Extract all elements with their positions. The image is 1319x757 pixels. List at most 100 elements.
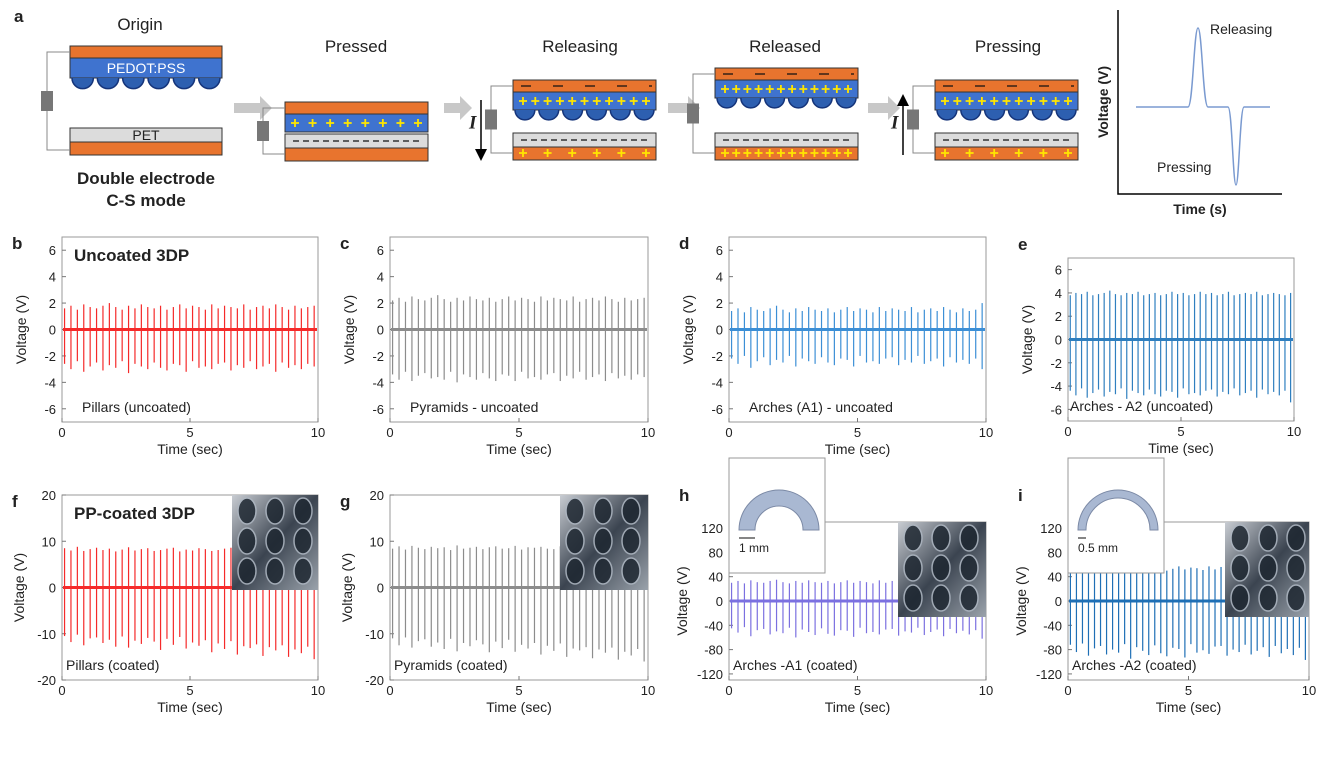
x-axis-label: Time (sec) bbox=[157, 699, 223, 715]
arch-bump bbox=[72, 78, 93, 89]
page: aOriginPEDOT:PSSPETDouble electrodeC-S m… bbox=[0, 0, 1319, 757]
load bbox=[485, 110, 497, 130]
photo-feature bbox=[960, 525, 978, 551]
panel-label: g bbox=[340, 492, 350, 511]
load bbox=[257, 121, 269, 141]
current-label: I bbox=[468, 113, 477, 134]
photo-feature bbox=[1287, 555, 1305, 581]
arch-bump bbox=[148, 78, 169, 89]
panel-label: d bbox=[679, 234, 689, 253]
x-tick-label: 10 bbox=[641, 425, 655, 440]
y-axis-label: Voltage (V) bbox=[1019, 305, 1035, 374]
chart-heading: Uncoated 3DP bbox=[74, 246, 189, 265]
axis-label: Voltage (V) bbox=[1095, 66, 1111, 138]
y-tick-label: 40 bbox=[709, 570, 723, 585]
peak-label: Pressing bbox=[1157, 159, 1211, 175]
load bbox=[41, 91, 53, 111]
photo-feature bbox=[266, 528, 284, 554]
photo-feature bbox=[1231, 555, 1249, 581]
arch-bump bbox=[789, 98, 809, 108]
y-tick-label: -120 bbox=[697, 667, 723, 682]
photo-feature bbox=[1231, 585, 1249, 611]
electrode bbox=[935, 80, 1078, 92]
x-axis-label: Time (sec) bbox=[486, 699, 552, 715]
photo-feature bbox=[566, 498, 584, 524]
x-tick-label: 5 bbox=[186, 425, 193, 440]
x-tick-label: 5 bbox=[515, 425, 522, 440]
y-tick-label: -80 bbox=[1043, 643, 1062, 658]
y-tick-label: 120 bbox=[1040, 521, 1062, 536]
x-tick-label: 0 bbox=[386, 425, 393, 440]
x-tick-label: 5 bbox=[854, 425, 861, 440]
y-axis-label: Voltage (V) bbox=[339, 553, 355, 622]
x-tick-label: 0 bbox=[1064, 424, 1071, 439]
x-axis-label: Time (sec) bbox=[825, 699, 891, 715]
x-tick-label: 0 bbox=[58, 425, 65, 440]
x-tick-label: 0 bbox=[386, 683, 393, 698]
arch-bump bbox=[1009, 110, 1029, 120]
photo-feature bbox=[594, 498, 612, 524]
x-axis-label: Time (sec) bbox=[825, 441, 891, 457]
photo-feature bbox=[932, 585, 950, 611]
y-tick-label: 2 bbox=[377, 296, 384, 311]
y-tick-label: 4 bbox=[377, 270, 384, 285]
x-axis-label: Time (sec) bbox=[157, 441, 223, 457]
y-tick-label: 6 bbox=[377, 243, 384, 258]
y-axis-label: Voltage (V) bbox=[13, 295, 29, 364]
stage-title: Releasing bbox=[542, 37, 618, 56]
scale-label: 0.5 mm bbox=[1078, 541, 1118, 555]
y-axis-label: Voltage (V) bbox=[11, 553, 27, 622]
photo-feature bbox=[1259, 585, 1277, 611]
y-tick-label: 10 bbox=[370, 534, 384, 549]
photo-feature bbox=[960, 555, 978, 581]
panel-label: e bbox=[1018, 235, 1027, 254]
arch-bump bbox=[937, 110, 957, 120]
current-label: I bbox=[890, 113, 899, 134]
x-tick-label: 10 bbox=[1287, 424, 1301, 439]
photo-feature bbox=[1287, 585, 1305, 611]
photo-feature bbox=[622, 528, 640, 554]
y-tick-label: -6 bbox=[372, 402, 384, 417]
arch-bump bbox=[610, 110, 630, 120]
photo-feature bbox=[932, 525, 950, 551]
series-annotation: Arches -A2 (coated) bbox=[1072, 657, 1197, 673]
x-axis-label: Time (sec) bbox=[1148, 440, 1214, 456]
y-tick-label: 10 bbox=[42, 534, 56, 549]
electrode bbox=[513, 147, 656, 160]
electrode bbox=[935, 147, 1078, 160]
series-annotation: Arches - A2 (uncoated) bbox=[1070, 398, 1213, 414]
load bbox=[687, 104, 699, 124]
x-tick-label: 10 bbox=[979, 425, 993, 440]
photo-feature bbox=[594, 528, 612, 554]
y-tick-label: -40 bbox=[1043, 618, 1062, 633]
photo-feature bbox=[566, 558, 584, 584]
y-tick-label: -120 bbox=[1036, 667, 1062, 682]
y-tick-label: 0 bbox=[1055, 333, 1062, 348]
panel-label: i bbox=[1018, 486, 1023, 505]
y-tick-label: -2 bbox=[44, 349, 56, 364]
y-tick-label: 4 bbox=[1055, 286, 1062, 301]
y-tick-label: 20 bbox=[42, 488, 56, 503]
pedot-layer bbox=[285, 114, 428, 132]
y-tick-label: -10 bbox=[365, 627, 384, 642]
load bbox=[907, 110, 919, 130]
photo-feature bbox=[904, 555, 922, 581]
y-tick-label: -10 bbox=[37, 627, 56, 642]
peak-label: Releasing bbox=[1210, 21, 1272, 37]
y-tick-label: -6 bbox=[711, 402, 723, 417]
y-tick-label: 6 bbox=[49, 243, 56, 258]
photo-feature bbox=[904, 585, 922, 611]
y-tick-label: 0 bbox=[49, 323, 56, 338]
y-axis-label: Voltage (V) bbox=[680, 295, 696, 364]
y-tick-label: -2 bbox=[711, 349, 723, 364]
x-axis-label: Time (sec) bbox=[486, 441, 552, 457]
arch-bump bbox=[173, 78, 194, 89]
photo-feature bbox=[266, 558, 284, 584]
x-tick-label: 0 bbox=[1064, 683, 1071, 698]
mode-label: Double electrode bbox=[77, 169, 215, 188]
arch-bump bbox=[961, 110, 981, 120]
y-tick-label: 0 bbox=[377, 323, 384, 338]
electrode bbox=[285, 102, 428, 114]
photo-feature bbox=[594, 558, 612, 584]
y-tick-label: 6 bbox=[716, 243, 723, 258]
